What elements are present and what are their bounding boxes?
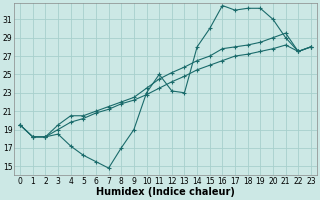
X-axis label: Humidex (Indice chaleur): Humidex (Indice chaleur) (96, 187, 235, 197)
